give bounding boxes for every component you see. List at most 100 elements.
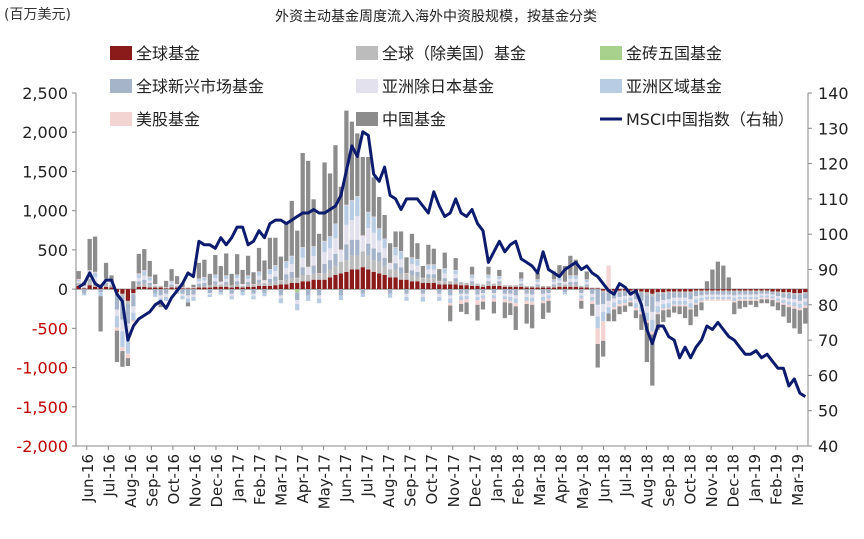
bar-china (426, 244, 431, 265)
x-tick-label: Jul-17 (359, 454, 377, 498)
bar-axj (650, 311, 655, 320)
bar-global (781, 289, 786, 293)
bar-us (715, 299, 720, 301)
bar-exus (748, 290, 753, 292)
bar-china (366, 156, 371, 212)
bar-axj (235, 278, 240, 282)
bar-us (584, 279, 589, 280)
bar-exus (169, 285, 174, 288)
legend-label: 亚洲区域基金 (626, 77, 722, 96)
bar-gem (535, 284, 540, 286)
bar-gem (355, 239, 360, 256)
bar-china (617, 306, 622, 315)
bar-gem (753, 291, 759, 295)
bar-asia (169, 281, 174, 283)
bar-gem (650, 296, 655, 312)
bar-us (546, 298, 551, 301)
bar-asia (218, 292, 223, 295)
x-tick-label: Nov-18 (703, 454, 721, 507)
right-tick-label: 90 (818, 261, 838, 280)
bar-exus (103, 284, 109, 287)
bar-global (530, 287, 535, 290)
x-tick-label: Aug-18 (639, 454, 657, 508)
bar-global (524, 287, 529, 290)
bar-china (584, 271, 589, 280)
bar-asia (213, 274, 218, 279)
bar-exus (546, 285, 551, 288)
bar-global (497, 285, 502, 290)
bar-global (158, 287, 163, 290)
bar-china (562, 265, 568, 282)
bar-axj (644, 306, 649, 313)
bar-us (87, 270, 92, 272)
bar-exus (311, 273, 316, 280)
bar-china (267, 237, 273, 270)
bar-asia (792, 302, 797, 307)
bar-asia (207, 294, 212, 297)
bar-asia (682, 300, 688, 305)
bar-exus (393, 269, 398, 278)
bar-us (76, 278, 81, 280)
bar-china (628, 302, 633, 307)
bar-exus (349, 255, 354, 270)
bar-us (530, 301, 535, 305)
bar-gem (398, 267, 404, 274)
bar-exus (666, 291, 671, 294)
bar-global (164, 288, 169, 290)
bar-us (114, 327, 120, 331)
bar-china (551, 271, 557, 280)
bar-us (803, 305, 808, 308)
bar-us (393, 247, 398, 248)
bar-asia (486, 274, 491, 279)
bar-china (169, 269, 174, 281)
bar-china (573, 259, 578, 276)
bar-china (753, 300, 759, 308)
bar-global (377, 273, 382, 290)
bar-asia (573, 275, 578, 279)
bar-global (743, 289, 748, 291)
bar-asia (136, 274, 141, 279)
bar-axj (464, 293, 469, 297)
bar-global (92, 286, 98, 290)
bar-china (775, 302, 781, 311)
bar-axj (360, 235, 365, 252)
bar-gem (655, 293, 660, 302)
bar-global (469, 285, 475, 290)
bar-china (251, 272, 256, 285)
bar-gem (672, 293, 677, 298)
bar-asia (535, 279, 540, 283)
bar-axj (213, 278, 218, 282)
bar-global (256, 285, 262, 290)
bar-us (262, 280, 267, 281)
bar-global (431, 282, 436, 290)
bar-us (404, 273, 409, 274)
bar-gem (732, 291, 737, 296)
bar-global (710, 289, 715, 291)
x-tick-label: Jul-16 (100, 454, 118, 498)
bar-us (355, 196, 360, 197)
bar-global (715, 289, 720, 291)
bar-asia (437, 296, 442, 301)
bar-asia (644, 312, 649, 321)
bar-gem (469, 281, 475, 284)
bar-exus (562, 284, 568, 287)
bar-exus (338, 261, 344, 274)
bar-global (109, 287, 114, 290)
bar-china (202, 259, 207, 277)
bar-global (289, 282, 294, 290)
bar-us (568, 275, 573, 276)
bar-axj (295, 300, 300, 305)
legend-label: 中国基金 (382, 110, 446, 129)
bar-china (661, 310, 666, 323)
bar-asia (803, 301, 808, 306)
bar-exus (147, 285, 152, 288)
x-tick-label: Mar-17 (273, 454, 291, 506)
bar-global (562, 286, 568, 290)
bar-china (666, 309, 671, 318)
x-tick-label: May-18 (574, 454, 592, 509)
bar-china (486, 266, 491, 275)
bar-gem (404, 289, 409, 294)
bar-exus (775, 291, 781, 294)
x-tick-label: Jan-19 (746, 454, 764, 503)
bar-exus (622, 290, 628, 292)
